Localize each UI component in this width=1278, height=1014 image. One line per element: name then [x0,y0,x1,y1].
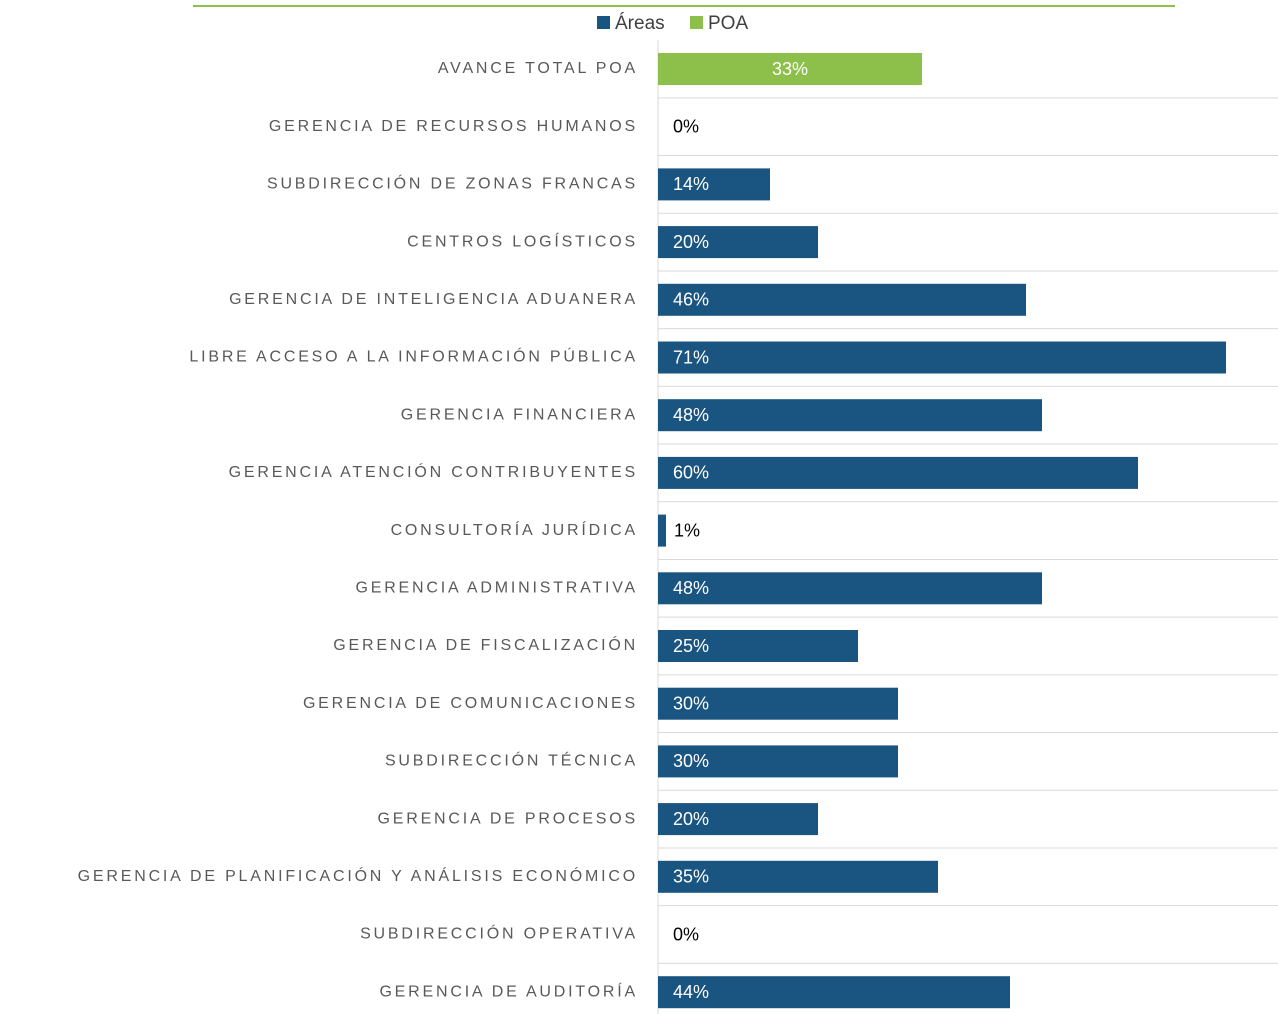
bar [658,572,1042,605]
data-label: 30% [673,693,709,713]
category-label: GERENCIA DE RECURSOS HUMANOS [269,118,638,135]
data-label: 0% [673,924,699,944]
bar [658,168,770,201]
data-label: 35% [673,867,709,887]
category-label: GERENCIA ATENCIÓN CONTRIBUYENTES [229,462,638,481]
data-label: 48% [673,405,709,425]
category-label: GERENCIA DE COMUNICACIONES [303,695,638,712]
data-label: 33% [772,59,808,79]
bar [658,860,938,893]
data-label: 30% [673,751,709,771]
data-label: 20% [673,809,709,829]
bar [658,745,898,778]
bar [658,456,1138,489]
data-label: 71% [673,347,709,367]
category-label: AVANCE TOTAL POA [438,60,638,77]
data-label: 14% [673,174,709,194]
category-label: GERENCIA FINANCIERA [401,406,638,423]
legend-label: Áreas [615,13,665,34]
data-label: 46% [673,290,709,310]
legend-label: POA [708,13,748,34]
legend-swatch [690,16,703,29]
data-label: 25% [673,636,709,656]
category-label: GERENCIA DE AUDITORÍA [379,981,638,1000]
bar [658,53,922,85]
category-label: GERENCIA DE INTELIGENCIA ADUANERA [229,291,638,308]
bar [658,341,1226,374]
category-label: SUBDIRECCIÓN DE ZONAS FRANCAS [267,174,638,193]
data-label: 0% [673,116,699,136]
bar [658,687,898,720]
bar [658,803,818,836]
category-label: LIBRE ACCESO A LA INFORMACIÓN PÚBLICA [189,347,638,366]
data-label: 44% [673,982,709,1002]
category-label: SUBDIRECCIÓN OPERATIVA [360,924,638,943]
bar [658,226,818,259]
bar [658,976,1010,1009]
data-label: 1% [674,520,700,540]
bar [658,399,1042,432]
bar [658,630,858,662]
data-label: 20% [673,232,709,252]
bar [658,514,666,547]
category-label: SUBDIRECCIÓN TÉCNICA [385,751,638,770]
category-label: GERENCIA DE PLANIFICACIÓN Y ANÁLISIS ECO… [78,866,638,885]
category-label: CENTROS LOGÍSTICOS [407,231,638,250]
category-label: GERENCIA ADMINISTRATIVA [355,580,638,597]
legend-swatch [597,16,610,29]
data-label: 60% [673,463,709,483]
bar [658,283,1026,316]
category-label: GERENCIA DE PROCESOS [378,810,639,827]
category-label: GERENCIA DE FISCALIZACIÓN [333,635,638,654]
category-label: CONSULTORÍA JURÍDICA [391,520,638,539]
data-label: 48% [673,578,709,598]
